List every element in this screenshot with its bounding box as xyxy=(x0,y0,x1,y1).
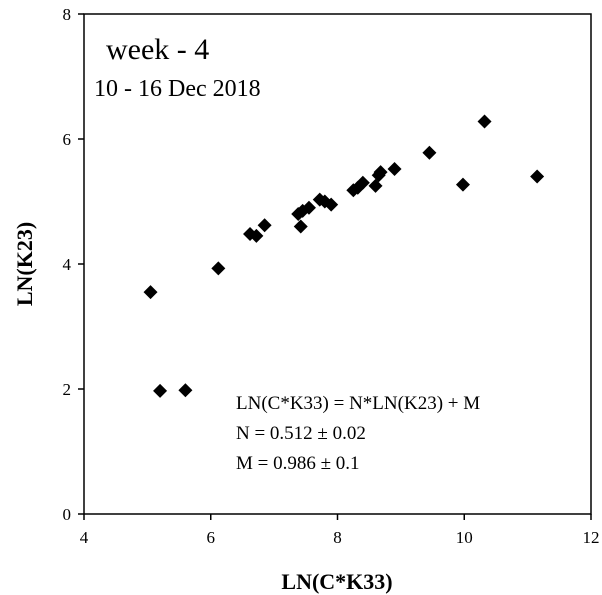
y-tick-label: 2 xyxy=(63,380,72,399)
x-tick-label: 4 xyxy=(80,528,89,547)
n-value-annotation: N = 0.512 ± 0.02 xyxy=(236,423,366,444)
data-point xyxy=(143,285,158,300)
x-tick-label: 12 xyxy=(583,528,600,547)
x-tick-label: 6 xyxy=(207,528,216,547)
plot-area-frame xyxy=(83,13,592,515)
data-point xyxy=(153,383,168,398)
data-point xyxy=(455,177,470,192)
data-point xyxy=(257,218,272,233)
data-points xyxy=(143,114,545,398)
data-point xyxy=(477,114,492,129)
data-point xyxy=(243,227,258,241)
equation-annotation: LN(C*K33) = N*LN(K23) + M xyxy=(236,393,480,414)
data-point xyxy=(387,162,402,176)
y-tick-label: 4 xyxy=(63,255,72,274)
data-point xyxy=(211,261,226,276)
y-tick-label: 6 xyxy=(63,130,72,149)
week-annotation: week - 4 xyxy=(106,33,209,66)
x-axis-title: LN(C*K33) xyxy=(281,569,392,594)
data-point xyxy=(355,175,370,190)
data-point xyxy=(293,219,308,234)
data-point xyxy=(368,178,383,193)
m-value-annotation: M = 0.986 ± 0.1 xyxy=(236,453,360,474)
data-point xyxy=(249,228,264,243)
data-point xyxy=(301,200,316,215)
date-range-annotation: 10 - 16 Dec 2018 xyxy=(94,76,261,102)
data-point xyxy=(178,383,193,398)
data-point xyxy=(422,145,437,160)
x-tick-label: 10 xyxy=(456,528,473,547)
data-point xyxy=(530,169,545,184)
y-axis-title: LN(K23) xyxy=(12,222,37,306)
axis-ticks: 4 6 8 10 12 0 2 4 6 8 xyxy=(63,5,600,547)
y-tick-label: 0 xyxy=(63,505,72,524)
data-point xyxy=(373,165,388,180)
y-tick-label: 8 xyxy=(63,5,72,24)
data-point xyxy=(324,197,339,212)
x-tick-label: 8 xyxy=(333,528,342,547)
